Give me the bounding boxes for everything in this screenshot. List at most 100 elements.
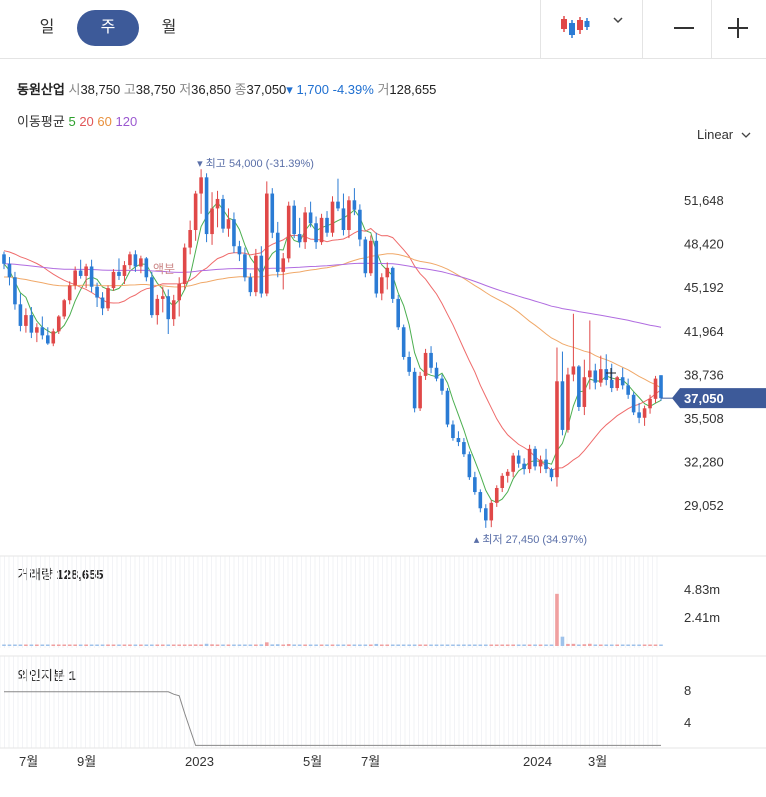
- toolbar-divider-3: [711, 0, 712, 58]
- volume-bar: [571, 643, 576, 646]
- candle-body: [56, 316, 61, 332]
- candle-body: [160, 296, 165, 299]
- candle-body: [369, 240, 373, 274]
- price-axis-tick: 45,192: [684, 280, 724, 295]
- candle-body: [117, 271, 121, 276]
- price-axis-tick: 41,964: [684, 324, 724, 339]
- tab-week[interactable]: 주: [77, 10, 139, 46]
- time-axis-label: 7월: [19, 754, 38, 769]
- volume-panel-label: 거래량: [17, 567, 53, 582]
- tab-day[interactable]: 일: [39, 19, 55, 36]
- candle-body: [560, 381, 565, 430]
- candle-body: [297, 234, 302, 243]
- scale-selector[interactable]: Linear: [697, 127, 751, 142]
- candle-body: [78, 270, 83, 276]
- candle-body: [648, 398, 652, 409]
- candle-body: [456, 438, 461, 443]
- volume-bar: [199, 644, 203, 646]
- volume-bar: [303, 644, 307, 646]
- candle-body: [319, 217, 324, 243]
- volume-bar: [78, 644, 83, 646]
- volume-bar: [248, 644, 253, 646]
- volume-bar: [429, 644, 433, 646]
- candle-body: [533, 448, 537, 467]
- volume-bar: [336, 644, 340, 646]
- candle-body: [35, 327, 39, 333]
- volume-bar: [620, 644, 625, 646]
- volume-bar: [193, 644, 198, 646]
- volume-bar: [46, 644, 50, 646]
- candlestick-icon[interactable]: [560, 14, 590, 40]
- volume-bar: [35, 644, 39, 646]
- time-axis-label: 5월: [303, 754, 322, 769]
- volume-bar: [62, 644, 67, 646]
- price-axis-tick: 32,280: [684, 455, 724, 470]
- volume-axis-tick: 2.41m: [684, 610, 720, 625]
- zoom-out-icon[interactable]: [674, 27, 694, 29]
- down-arrow-icon: ▾: [286, 82, 293, 97]
- volume-bar: [456, 644, 461, 646]
- candle-body: [489, 502, 494, 521]
- volume-bar: [544, 644, 548, 646]
- candle-body: [593, 370, 598, 383]
- candle-body: [292, 205, 296, 235]
- candle-body: [248, 277, 253, 293]
- volume-bar: [401, 644, 406, 646]
- volume-bar: [106, 644, 110, 646]
- candle-body: [582, 377, 587, 407]
- candle-body: [13, 277, 17, 305]
- toolbar-divider-2: [642, 0, 643, 58]
- candle-body: [434, 367, 439, 379]
- candle-body: [89, 266, 94, 287]
- volume-bar: [347, 644, 351, 646]
- scale-selector-label: Linear: [697, 127, 734, 142]
- volume-bar: [369, 644, 373, 646]
- volume-bar: [171, 644, 176, 646]
- candle-body: [659, 375, 663, 399]
- volume-panel-title: 거래량 128,655: [17, 564, 104, 583]
- volume-bar: [440, 644, 444, 646]
- candle-body: [308, 212, 313, 224]
- candle-body: [139, 258, 143, 267]
- candle-body: [303, 212, 307, 243]
- volume-bar: [259, 644, 264, 646]
- time-axis-label: 2024: [523, 754, 552, 769]
- volume-bar: [237, 644, 242, 646]
- low-label: 저: [179, 82, 192, 97]
- ma-legend-label: 이동평균: [17, 114, 65, 129]
- volume-bar: [308, 644, 313, 646]
- candle-body: [609, 379, 614, 389]
- price-axis-tick: 38,736: [684, 367, 724, 382]
- candle-body: [549, 469, 554, 478]
- candle-body: [155, 298, 160, 316]
- close-label: 종: [234, 82, 247, 97]
- volume-bar: [18, 644, 23, 646]
- candle-body: [314, 223, 318, 243]
- volume-bar: [462, 644, 466, 646]
- volume-bar: [281, 644, 286, 646]
- candle-body: [615, 377, 619, 389]
- candle-body: [40, 327, 45, 336]
- volume-bar: [144, 644, 149, 646]
- tab-month[interactable]: 월: [161, 19, 177, 36]
- candle-body: [221, 198, 225, 229]
- volume-bar: [451, 644, 455, 646]
- volume-bar: [210, 644, 214, 646]
- volume-bar: [286, 644, 291, 646]
- volume-bar: [653, 644, 658, 646]
- candle-body: [204, 177, 209, 235]
- volume-axis-tick: 4.83m: [684, 582, 720, 597]
- candle-body: [275, 232, 280, 272]
- volume-bar: [215, 644, 220, 646]
- volume-bar: [445, 644, 450, 646]
- candle-body: [511, 455, 515, 472]
- candle-body: [330, 201, 335, 233]
- volume-bar: [51, 644, 56, 646]
- volume-bar: [2, 644, 6, 646]
- volume-bar: [325, 644, 329, 646]
- volume-bar: [56, 644, 61, 646]
- candle-body: [232, 219, 236, 247]
- volume-bar: [385, 644, 390, 646]
- volume-bar: [374, 643, 379, 646]
